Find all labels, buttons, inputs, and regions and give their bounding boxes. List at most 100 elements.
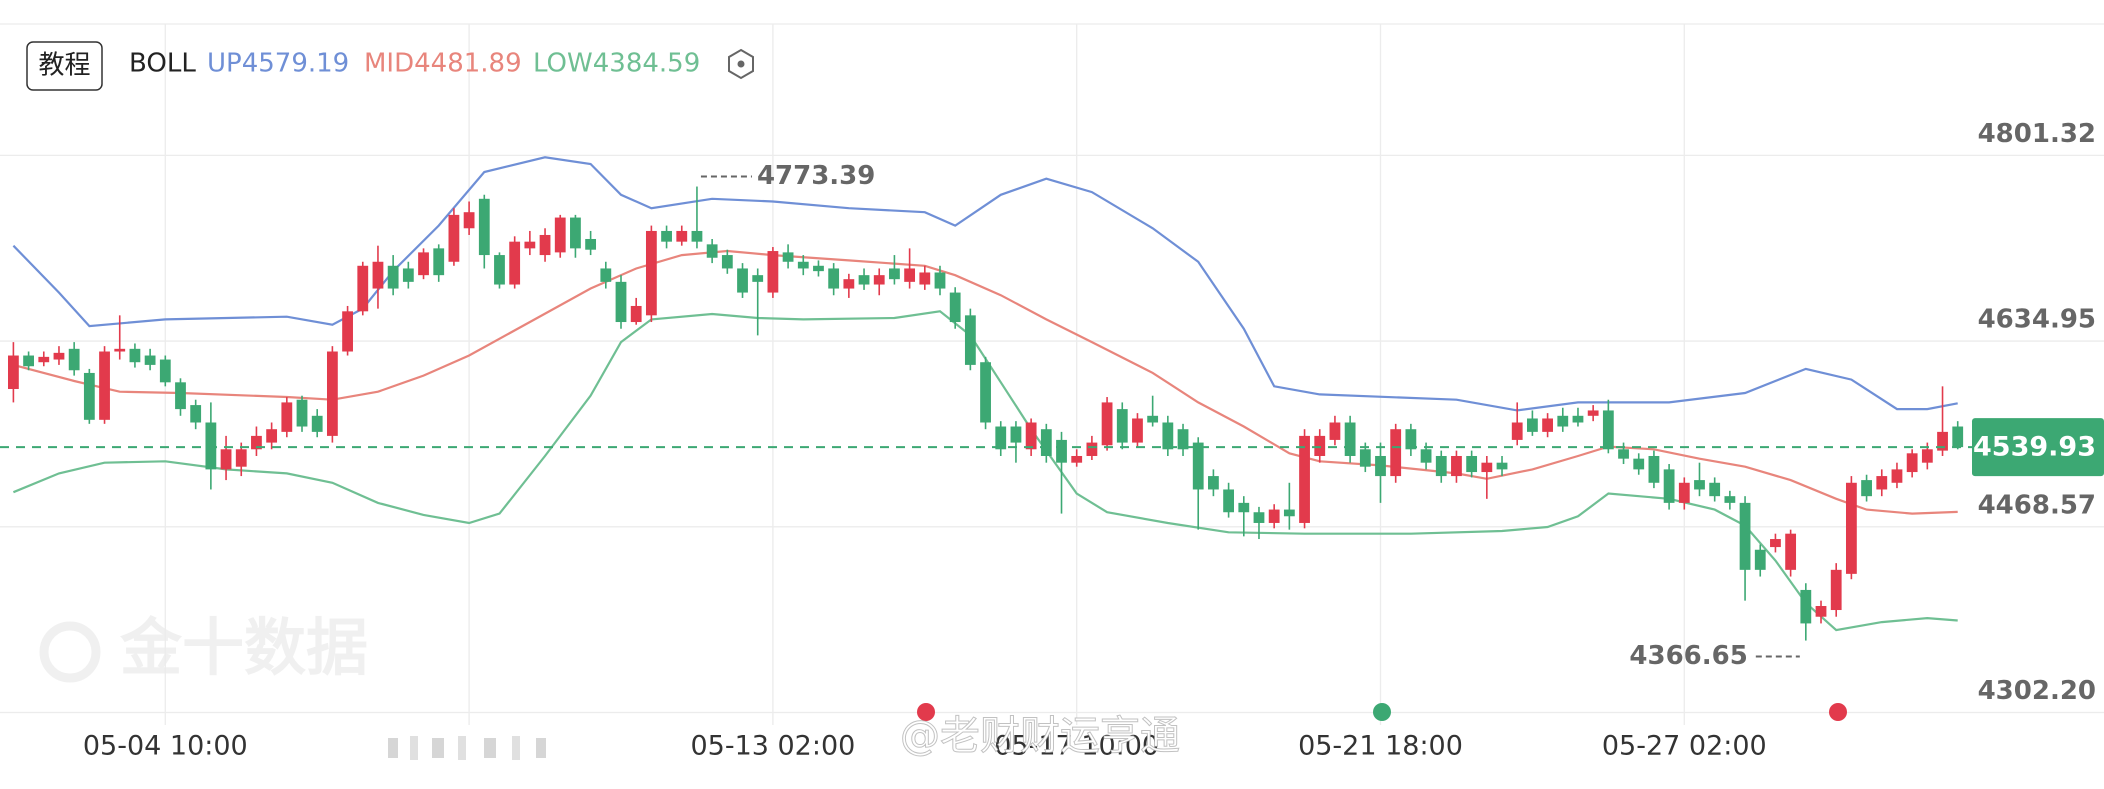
candle-body (129, 348, 141, 363)
candle-body (175, 382, 186, 410)
candle-body (570, 217, 581, 249)
candle-body (980, 362, 991, 423)
watermark-logo (39, 621, 101, 683)
min-label: 4366.65 (1629, 641, 1747, 671)
candle-body (38, 356, 50, 363)
event-dot[interactable] (1373, 703, 1391, 721)
candle-body (858, 275, 870, 285)
candle-body (1162, 422, 1174, 450)
boll-mid: MID4481.89 (364, 49, 522, 79)
candle-body (1861, 480, 1872, 497)
candle-body (433, 248, 445, 276)
candle-body (1314, 435, 1326, 456)
candle-body (554, 217, 566, 253)
candle-body (691, 230, 703, 242)
candle-body (797, 261, 809, 269)
candle-body (1390, 429, 1402, 477)
candle-body (1238, 502, 1250, 513)
candle-body (1025, 422, 1037, 450)
candle-body (1101, 402, 1113, 446)
plot: 4801.32 4634.95 4468.57 4302.20 05-04 10:00 0… (0, 24, 2104, 762)
candle-body (1815, 606, 1827, 617)
candle-body (1648, 455, 1660, 483)
event-dot[interactable] (917, 703, 935, 721)
candle-body (676, 230, 688, 242)
candle-body (205, 422, 217, 470)
candle-body (1937, 431, 1948, 451)
candle-body (1405, 429, 1417, 450)
candle-body (889, 268, 900, 280)
candle-body (1830, 569, 1842, 611)
candle-body (630, 305, 642, 323)
candle-body (478, 198, 490, 256)
x-tick-label: 05-17 10:00 (994, 731, 1159, 762)
candle-body (296, 399, 308, 427)
candle-body (1071, 455, 1083, 463)
tutorial-button[interactable] (26, 41, 103, 91)
candle-body (251, 435, 262, 450)
candle-body (1451, 455, 1462, 477)
candle-body (1481, 462, 1493, 473)
candle-body (1785, 533, 1797, 570)
candle-body (220, 449, 232, 470)
candle-body (1572, 415, 1584, 423)
event-dot[interactable] (1829, 703, 1847, 721)
candle-body (1223, 489, 1234, 513)
candle-body (1132, 418, 1143, 443)
candle-body (1268, 509, 1280, 523)
boll-up: UP4579.19 (207, 49, 349, 79)
candle-body (1587, 410, 1599, 416)
candle-body (1527, 418, 1538, 432)
candle-body (1557, 415, 1569, 427)
candle-body (68, 348, 80, 371)
candle-body (767, 251, 779, 293)
blur-block (458, 736, 466, 760)
candle-body (524, 241, 536, 249)
candle-body (1056, 439, 1067, 463)
x-tick-label: 05-04 10:00 (83, 731, 248, 762)
candle-body (1496, 462, 1508, 470)
candle-body (144, 355, 156, 365)
boll-band-line (13, 249, 1958, 515)
candle-body (585, 238, 597, 250)
candle-body (311, 415, 323, 432)
candle-body (539, 234, 551, 256)
settings-icon-dot (737, 60, 745, 68)
candle-body (1329, 422, 1341, 440)
candle-body (1177, 429, 1189, 450)
candle-body (1283, 509, 1295, 517)
settings-icon[interactable] (728, 48, 754, 80)
candle-body (357, 265, 369, 312)
candle-body (1466, 455, 1478, 473)
candle-body (1891, 469, 1903, 483)
candle-body (509, 241, 521, 285)
blur-block (410, 736, 418, 760)
candle-body (326, 351, 338, 436)
candle-body (964, 315, 976, 365)
candle-body (782, 252, 794, 262)
blur-block (432, 738, 444, 758)
max-label: 4773.39 (757, 161, 875, 191)
x-tick-label: 05-21 18:00 (1298, 731, 1463, 762)
candle-body (448, 214, 460, 262)
candle-body (1344, 422, 1356, 456)
candle-body (1542, 418, 1553, 432)
last-price-label: 4539.93 (1973, 432, 2096, 463)
y-tick-label: 4634.95 (1978, 305, 2096, 335)
candle-body (1633, 458, 1645, 470)
candle-body (600, 268, 612, 282)
candle-body (1694, 480, 1705, 490)
blur-block (512, 736, 520, 760)
candle-body (813, 265, 824, 272)
candle-body (1253, 512, 1265, 523)
candle-body (1192, 442, 1204, 490)
x-tick-label: 05-27 02:00 (1602, 731, 1767, 762)
candle-body (8, 355, 19, 390)
candle-body (1709, 482, 1721, 497)
x-tick-label: 05-13 02:00 (690, 731, 855, 762)
candle-body (1359, 449, 1371, 467)
y-tick-label: 4801.32 (1978, 119, 2096, 149)
candle-body (1876, 476, 1888, 490)
candle-body (1618, 449, 1629, 459)
candle-body (418, 252, 429, 276)
